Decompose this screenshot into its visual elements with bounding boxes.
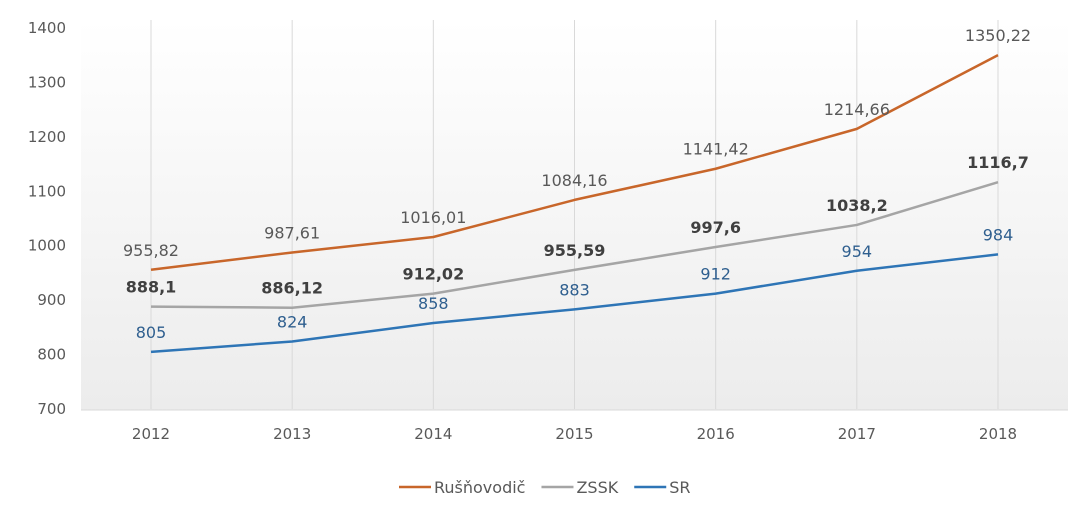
x-tick-label: 2017 (838, 425, 876, 443)
data-label: 955,82 (123, 241, 179, 260)
data-label: 1116,7 (967, 153, 1029, 172)
data-label: 883 (559, 280, 590, 299)
x-tick-label: 2015 (555, 425, 593, 443)
data-label: 1038,2 (826, 196, 888, 215)
data-label: 1016,01 (400, 208, 466, 227)
y-tick-label: 1300 (28, 73, 66, 91)
x-tick-label: 2018 (979, 425, 1017, 443)
x-tick-label: 2014 (414, 425, 452, 443)
y-tick-label: 1200 (28, 128, 66, 146)
data-label: 1084,16 (541, 171, 607, 190)
y-tick-label: 900 (37, 291, 66, 309)
y-tick-label: 1000 (28, 237, 66, 255)
x-tick-label: 2016 (697, 425, 735, 443)
data-label: 912,02 (402, 265, 464, 284)
legend-label: Rušňovodič (434, 478, 525, 497)
data-label: 1141,42 (683, 140, 749, 159)
data-label: 955,59 (544, 241, 606, 260)
y-tick-label: 700 (37, 400, 66, 418)
y-tick-label: 800 (37, 346, 66, 364)
data-label: 997,6 (690, 218, 741, 237)
data-label: 888,1 (126, 278, 177, 297)
data-label: 987,61 (264, 223, 320, 242)
legend-label: SR (669, 478, 690, 497)
data-label: 912 (700, 265, 731, 284)
legend-label: ZSSK (576, 478, 618, 497)
data-label: 1350,22 (965, 26, 1031, 45)
y-tick-label: 1100 (28, 182, 66, 200)
data-label: 805 (136, 323, 167, 342)
data-label: 886,12 (261, 279, 323, 298)
data-label: 824 (277, 313, 308, 332)
y-tick-label: 1400 (28, 19, 66, 37)
data-label: 954 (842, 242, 873, 261)
x-tick-label: 2013 (273, 425, 311, 443)
data-label: 1214,66 (824, 100, 890, 119)
data-label: 984 (983, 225, 1014, 244)
x-tick-label: 2012 (132, 425, 170, 443)
data-label: 858 (418, 294, 449, 313)
